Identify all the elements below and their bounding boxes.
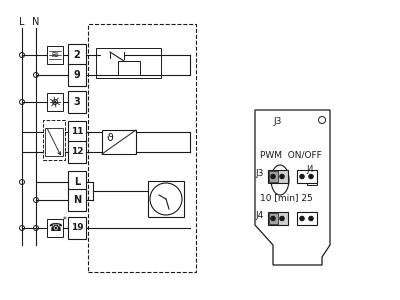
Text: 12: 12 [71, 148, 83, 157]
Bar [269, 213, 278, 224]
Bar [68, 141, 86, 163]
Text: PWM  ON/OFF: PWM ON/OFF [260, 151, 322, 160]
Bar [47, 46, 63, 64]
Circle shape [20, 179, 24, 184]
Bar [68, 64, 86, 86]
Bar [68, 189, 86, 211]
Bar [47, 93, 63, 111]
Bar [45, 128, 63, 156]
Bar [68, 217, 86, 239]
Text: J3: J3 [273, 118, 281, 127]
Text: 2: 2 [74, 50, 80, 60]
Text: 19: 19 [71, 224, 83, 232]
Text: J4: J4 [306, 166, 314, 175]
Bar [88, 24, 196, 272]
Circle shape [280, 174, 284, 179]
Text: 10 [min] 25: 10 [min] 25 [260, 194, 313, 202]
Text: N: N [32, 17, 40, 27]
Bar [96, 48, 161, 78]
Text: L: L [74, 177, 80, 187]
Circle shape [150, 183, 182, 215]
Circle shape [34, 197, 38, 202]
Bar [68, 171, 86, 193]
Bar [68, 91, 86, 113]
Text: *: * [63, 217, 67, 226]
Circle shape [20, 52, 24, 58]
Circle shape [300, 216, 304, 221]
Bar [268, 212, 288, 225]
Circle shape [34, 73, 38, 77]
Circle shape [271, 216, 275, 221]
Text: L: L [19, 17, 25, 27]
Bar [148, 181, 184, 217]
Text: ≋: ≋ [51, 50, 59, 60]
Bar [68, 44, 86, 66]
Text: J4: J4 [255, 211, 263, 220]
Bar [47, 219, 63, 237]
Bar [268, 170, 288, 183]
Bar [297, 212, 317, 225]
Text: 3: 3 [74, 97, 80, 107]
Circle shape [309, 174, 313, 179]
Text: 9: 9 [74, 70, 80, 80]
Bar [269, 171, 278, 182]
Text: ϑ: ϑ [106, 133, 114, 143]
Bar [68, 121, 86, 143]
Circle shape [309, 216, 313, 221]
Circle shape [300, 174, 304, 179]
Text: J3: J3 [255, 169, 263, 178]
Text: N: N [73, 195, 81, 205]
Circle shape [280, 216, 284, 221]
Bar [102, 130, 136, 154]
Circle shape [20, 226, 24, 230]
Circle shape [20, 100, 24, 104]
Bar [307, 173, 317, 185]
Circle shape [34, 226, 38, 230]
Circle shape [271, 174, 275, 179]
Bar [297, 170, 317, 183]
Bar [118, 61, 140, 75]
Text: ☎: ☎ [48, 223, 62, 233]
Bar [43, 120, 65, 160]
Text: 11: 11 [71, 128, 83, 136]
